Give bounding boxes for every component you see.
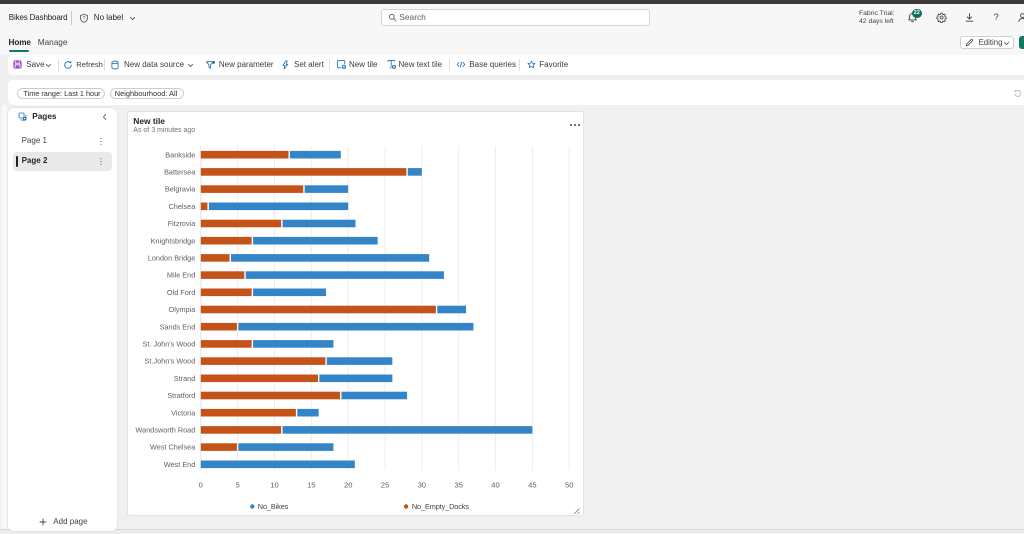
svg-text:Battersea: Battersea <box>164 167 196 176</box>
svg-text:St. John's Wood: St. John's Wood <box>142 339 195 348</box>
svg-text:45: 45 <box>528 480 536 489</box>
svg-text:Knightsbridge: Knightsbridge <box>150 236 195 245</box>
svg-text:Chelsea: Chelsea <box>168 201 196 210</box>
svg-text:30: 30 <box>417 480 425 489</box>
svg-text:West End: West End <box>163 459 195 468</box>
svg-text:35: 35 <box>454 480 462 489</box>
svg-text:50: 50 <box>564 480 572 489</box>
svg-text:West Chelsea: West Chelsea <box>150 442 196 451</box>
svg-text:20: 20 <box>343 480 351 489</box>
svg-text:No_Empty_Docks: No_Empty_Docks <box>411 502 468 511</box>
svg-text:Belgravia: Belgravia <box>164 184 195 193</box>
svg-text:40: 40 <box>491 480 499 489</box>
svg-text:Victoria: Victoria <box>171 408 196 417</box>
svg-text:0: 0 <box>198 480 202 489</box>
svg-text:15: 15 <box>307 480 315 489</box>
svg-text:Olympia: Olympia <box>168 305 196 314</box>
svg-text:Fitzrovia: Fitzrovia <box>167 219 196 228</box>
svg-text:Bankside: Bankside <box>165 150 195 159</box>
svg-text:No_Bikes: No_Bikes <box>257 502 288 511</box>
svg-text:St.John's Wood: St.John's Wood <box>144 356 195 365</box>
svg-text:Old Ford: Old Ford <box>166 287 194 296</box>
svg-text:Mile End: Mile End <box>166 270 194 279</box>
svg-text:25: 25 <box>380 480 388 489</box>
svg-text:Strand: Strand <box>173 373 195 382</box>
svg-text:Stratford: Stratford <box>167 391 195 400</box>
svg-text:?: ? <box>82 16 85 22</box>
svg-text:Wandsworth Road: Wandsworth Road <box>135 425 195 434</box>
svg-text:Sands End: Sands End <box>159 322 195 331</box>
svg-text:5: 5 <box>235 480 239 489</box>
svg-text:London Bridge: London Bridge <box>147 253 194 262</box>
svg-text:10: 10 <box>270 480 278 489</box>
